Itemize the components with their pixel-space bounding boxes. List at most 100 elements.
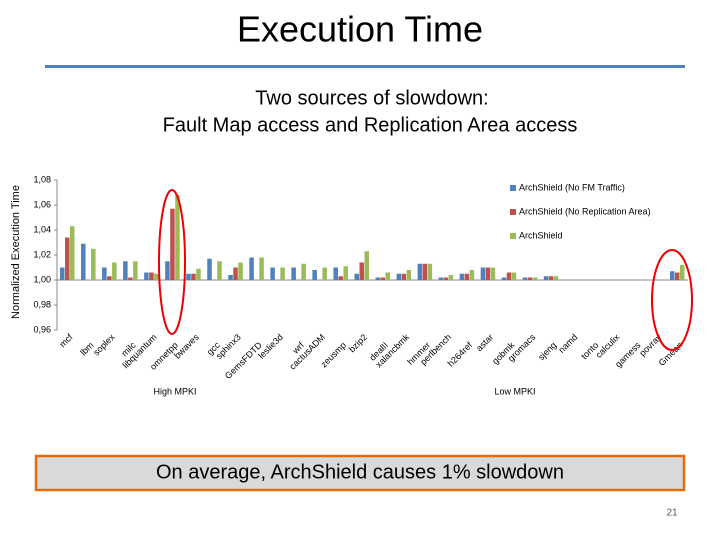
y-tick-label: 1,02 (33, 249, 51, 259)
bar (459, 273, 465, 280)
y-tick-label: 1,00 (33, 274, 51, 284)
legend-label: ArchShield (519, 230, 563, 240)
bar (364, 251, 369, 280)
bar (270, 267, 275, 280)
bar (91, 248, 96, 280)
page-number: 21 (666, 508, 678, 519)
bar (170, 208, 175, 280)
footer-note: On average, ArchShield causes 1% slowdow… (156, 461, 564, 483)
bar (123, 261, 128, 280)
bar (154, 273, 159, 280)
x-tick-label: gamess (613, 340, 643, 370)
bar (501, 277, 507, 280)
highlight-circle (651, 249, 693, 351)
bar (438, 277, 444, 280)
bar (548, 276, 554, 280)
legend-swatch (510, 233, 516, 239)
bar (679, 265, 685, 280)
bar (60, 267, 65, 280)
legend-label: ArchShield (No FM Traffic) (519, 182, 625, 192)
bar (485, 267, 491, 280)
bar (406, 270, 412, 280)
bar (333, 267, 338, 280)
bar (228, 275, 233, 280)
bar (522, 277, 528, 280)
bar (427, 263, 433, 280)
bar (233, 267, 238, 280)
bar (443, 277, 449, 280)
group-label: Low MPKI (494, 386, 535, 396)
y-tick-label: 1,08 (33, 174, 51, 184)
bar (70, 226, 75, 280)
bar (196, 268, 201, 280)
bar (144, 272, 149, 280)
x-tick-label: astar (474, 332, 495, 353)
bar (112, 262, 117, 280)
x-tick-label: bzip2 (347, 332, 369, 354)
bar (354, 273, 359, 280)
y-tick-label: 0,96 (33, 324, 51, 334)
bar (422, 263, 428, 280)
bar (527, 277, 533, 280)
bar (149, 272, 154, 280)
bar (81, 243, 86, 280)
footer-box (34, 454, 686, 492)
y-tick-label: 0,98 (33, 299, 51, 309)
bar (506, 272, 512, 280)
bar (490, 267, 496, 280)
bar (359, 262, 364, 280)
bar (280, 267, 285, 280)
y-tick-label: 1,06 (33, 199, 51, 209)
bar (553, 276, 559, 280)
bar (448, 275, 454, 280)
bar (417, 263, 423, 280)
subtitle-line: Fault Map access and Replication Area ac… (163, 114, 578, 136)
bar (207, 258, 212, 280)
bar (511, 272, 517, 280)
bar (301, 263, 306, 280)
bar (543, 276, 549, 280)
bar (396, 273, 402, 280)
bar (175, 195, 180, 280)
bar (238, 262, 243, 280)
bar (401, 273, 407, 280)
y-axis-title: Normalized Execution Time (10, 185, 22, 319)
bar (338, 276, 343, 280)
group-label: High MPKI (153, 386, 196, 396)
bar (385, 272, 391, 280)
x-tick-label: sjeng (536, 340, 558, 362)
legend-label: ArchShield (No Replication Area) (519, 206, 651, 216)
bar (133, 261, 138, 280)
bar (128, 277, 133, 280)
x-tick-label: soplex (91, 332, 117, 358)
bar (674, 272, 680, 280)
bar (469, 270, 475, 280)
x-tick-label: zeusmp (319, 340, 348, 369)
bar (380, 277, 386, 280)
bar (165, 261, 170, 280)
bar (312, 270, 317, 280)
x-tick-label: mcf (57, 332, 75, 350)
y-tick-label: 1,04 (33, 224, 51, 234)
bar (102, 267, 107, 280)
legend-swatch (510, 209, 516, 215)
legend-swatch (510, 185, 516, 191)
bar (291, 267, 296, 280)
bar (259, 257, 264, 280)
bar (65, 237, 70, 280)
bar (107, 276, 112, 280)
bar (322, 267, 327, 280)
slide-title: Execution Time (237, 9, 483, 50)
bar (249, 257, 254, 280)
title-rule (45, 65, 685, 68)
x-tick-label: povray (637, 332, 664, 359)
bar (217, 261, 222, 280)
x-tick-label: namd (556, 332, 579, 355)
bar (532, 277, 538, 280)
bar (480, 267, 486, 280)
bar (669, 271, 675, 280)
bar (343, 266, 348, 280)
